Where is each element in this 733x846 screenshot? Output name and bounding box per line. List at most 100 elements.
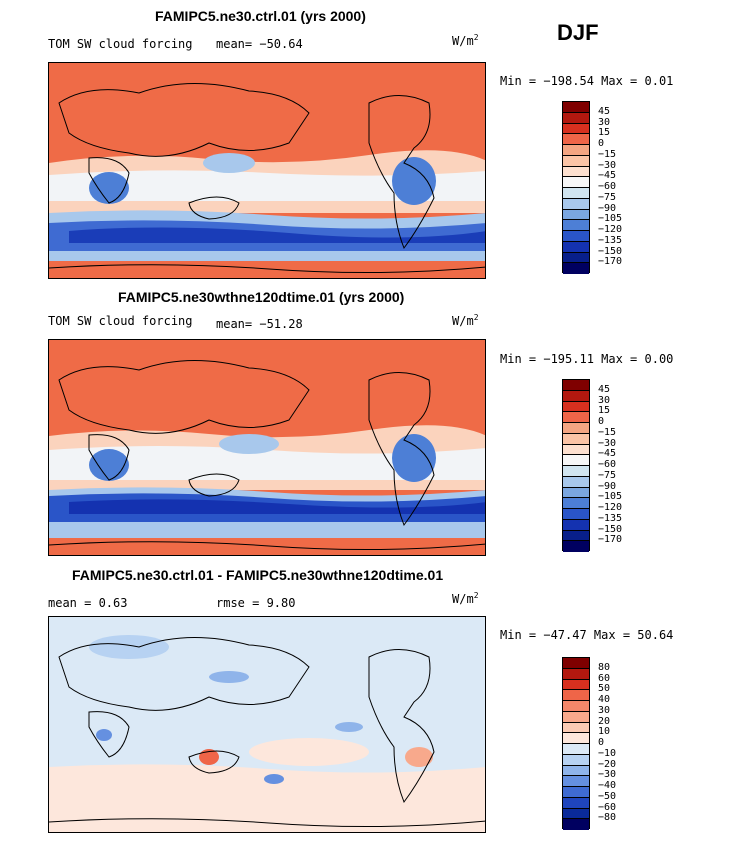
colorbar-tick-label: 20 [598,715,611,727]
colorbar-swatch [563,123,589,135]
panel2-mean: mean= −51.28 [216,317,303,331]
colorbar-tick-label: −10 [598,747,617,759]
panel2-title: FAMIPC5.ne30wthne120dtime.01 (yrs 2000) [118,289,405,305]
colorbar-tick-label: 0 [598,416,605,427]
colorbar-tick-label: 30 [598,704,611,716]
colorbar-swatch [563,241,589,253]
colorbar-tick-label: −30 [598,159,617,171]
colorbar-tick-label: −170 [598,256,623,268]
colorbar-swatch [563,776,589,787]
colorbar-swatch [563,390,589,402]
colorbar-swatch [563,145,589,156]
colorbar-swatch [563,541,589,552]
colorbar-swatch [563,380,589,391]
colorbar-swatch [563,679,589,691]
colorbar-tick-label: −50 [598,790,617,802]
colorbar-swatch [563,668,589,680]
colorbar-tick-label: −120 [598,502,623,513]
colorbar-tick-label: −45 [598,448,617,460]
colorbar-tick-label: 30 [598,116,611,128]
colorbar-tick-label: −60 [598,801,617,813]
colorbar-tick-label: −15 [598,426,617,438]
colorbar-tick-label: −120 [598,224,623,235]
colorbar-tick-label: −20 [598,758,617,770]
colorbar-swatch [563,754,589,766]
colorbar-swatch [563,220,589,231]
panel3-mean: mean = 0.63 [48,596,128,610]
colorbar-tick-label: 15 [598,405,611,417]
colorbar-swatch [563,209,589,221]
colorbar-swatch [563,690,589,701]
panel1-minmax: Min = −198.54 Max = 0.01 [500,74,674,88]
panel2-map [48,339,486,556]
colorbar-tick-label: −90 [598,202,617,214]
colorbar-tick-label: 0 [598,737,605,748]
colorbar-tick-label: −75 [598,191,617,203]
panel3-rmse: rmse = 9.80 [216,596,296,610]
colorbar-tick-label: −105 [598,213,623,225]
colorbar-swatch [563,198,589,210]
colorbar-swatch [563,797,589,809]
colorbar-tick-label: −45 [598,170,617,182]
colorbar-swatch [563,444,589,456]
colorbar-tick-label: 45 [598,383,611,395]
colorbar-tick-label: −150 [598,523,623,535]
panel1-colorbar [562,101,590,274]
colorbar-tick-label: −15 [598,148,617,160]
colorbar-swatch [563,808,589,820]
colorbar-tick-label: 40 [598,694,611,705]
colorbar-tick-label: 60 [598,672,611,684]
colorbar-tick-label: −135 [598,234,623,246]
colorbar-tick-label: 45 [598,105,611,117]
colorbar-swatch [563,455,589,466]
colorbar-tick-label: 30 [598,394,611,406]
colorbar-tick-label: −40 [598,780,617,791]
season-label: DJF [557,20,599,45]
panel1-units: W/m2 [452,33,479,48]
colorbar-tick-label: 0 [598,138,605,149]
colorbar-tick-label: −75 [598,469,617,481]
panel3-map [48,616,486,833]
panel2-colorbar [562,379,590,552]
colorbar-swatch [563,166,589,178]
colorbar-swatch [563,711,589,723]
colorbar-swatch [563,177,589,188]
colorbar-swatch [563,487,589,499]
panel3-colorbar [562,657,590,830]
colorbar-tick-label: 80 [598,661,611,673]
panel2-units: W/m2 [452,313,479,328]
colorbar-tick-label: −30 [598,437,617,449]
colorbar-swatch [563,401,589,413]
colorbar-swatch [563,530,589,542]
colorbar-tick-label: −150 [598,245,623,257]
colorbar-tick-label: −60 [598,181,617,192]
colorbar-swatch [563,252,589,264]
colorbar-swatch [563,433,589,445]
colorbar-tick-label: −170 [598,534,623,546]
panel3-minmax: Min = −47.47 Max = 50.64 [500,628,674,642]
colorbar-swatch [563,819,589,830]
colorbar-swatch [563,787,589,798]
colorbar-tick-label: −135 [598,512,623,524]
colorbar-tick-label: 50 [598,683,611,695]
colorbar-swatch [563,733,589,744]
colorbar-swatch [563,476,589,488]
colorbar-swatch [563,744,589,755]
colorbar-swatch [563,134,589,145]
panel1-mean: mean= −50.64 [216,37,303,51]
colorbar-swatch [563,102,589,113]
colorbar-tick-label: −30 [598,769,617,781]
colorbar-tick-label: 15 [598,127,611,139]
colorbar-swatch [563,263,589,274]
colorbar-swatch [563,509,589,520]
colorbar-swatch [563,112,589,124]
panel1-variable: TOM SW cloud forcing [48,37,193,51]
colorbar-swatch [563,765,589,777]
colorbar-swatch [563,466,589,477]
colorbar-swatch [563,412,589,423]
colorbar-swatch [563,188,589,199]
colorbar-tick-label: −80 [598,812,617,824]
panel2-variable: TOM SW cloud forcing [48,314,193,328]
panel3-units: W/m2 [452,591,479,606]
colorbar-swatch [563,722,589,734]
